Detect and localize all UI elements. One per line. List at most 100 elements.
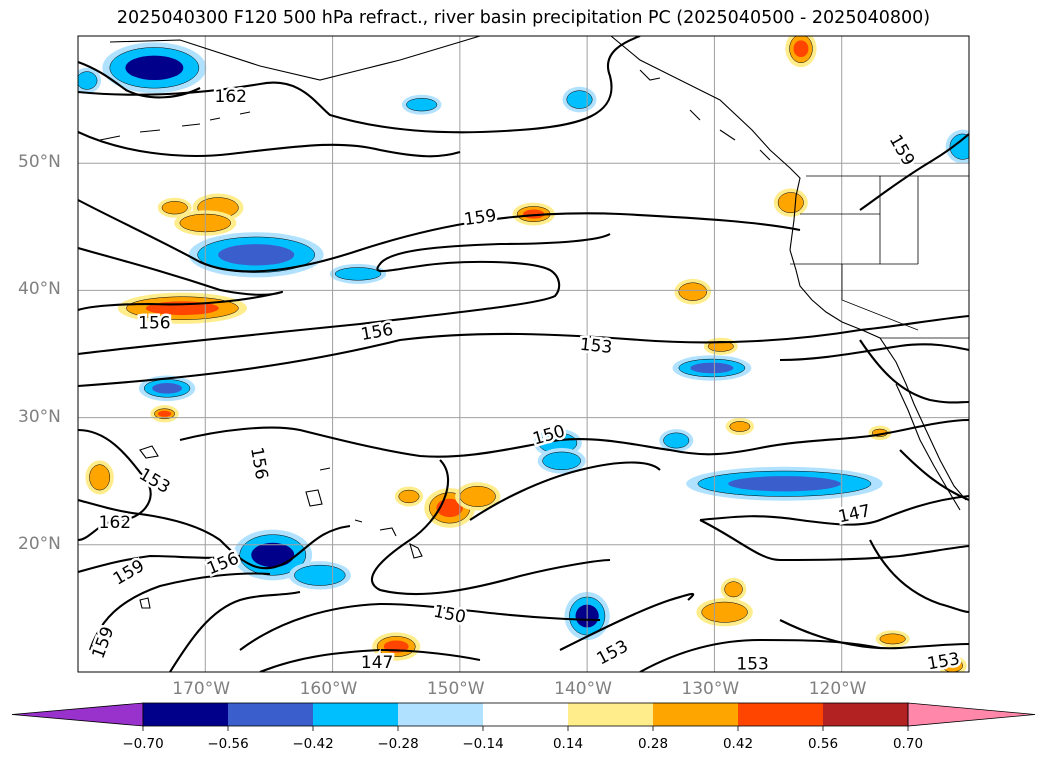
precip-anomaly-blob bbox=[78, 67, 102, 94]
north-pacific-islands bbox=[139, 445, 323, 609]
latitude-label: 50°N bbox=[18, 152, 61, 173]
colorbar-tick-label: 0.70 bbox=[892, 736, 924, 752]
contour-153-loop bbox=[469, 461, 661, 521]
contour-150-se bbox=[899, 449, 969, 501]
precip-anomaly-blob bbox=[674, 278, 712, 305]
precip-anomaly-blob bbox=[562, 86, 597, 113]
colorbar-segment bbox=[228, 703, 313, 726]
map-title: 2025040300 F120 500 hPa refract., river … bbox=[116, 8, 931, 28]
north-america-coastline bbox=[610, 36, 967, 501]
state-borders bbox=[790, 175, 969, 339]
colorbar-segment bbox=[398, 703, 483, 726]
alexander-archipelago bbox=[639, 69, 771, 161]
contour-153-east bbox=[779, 343, 969, 362]
aleutian-islands bbox=[99, 111, 251, 141]
precip-anomaly-blob bbox=[725, 417, 755, 436]
longitude-label: 160°W bbox=[299, 679, 358, 699]
colorbar-segment bbox=[653, 703, 738, 726]
precip-anomaly-blob bbox=[455, 482, 501, 511]
contour-label: 147 bbox=[361, 653, 393, 673]
baja-peninsula-coast bbox=[895, 383, 961, 511]
colorbar-tick-label: −0.42 bbox=[292, 736, 334, 752]
colorbar-frame bbox=[142, 702, 909, 727]
contour-153-southeast bbox=[639, 638, 881, 672]
precip-anomaly-blob bbox=[85, 460, 114, 495]
contour-label: 162 bbox=[99, 513, 131, 533]
contour-159-lower bbox=[78, 246, 284, 312]
precip-anomaly-blob bbox=[875, 630, 910, 648]
contour-156 bbox=[78, 233, 611, 356]
latitude-label: 40°N bbox=[18, 279, 61, 300]
colorbar-segment bbox=[143, 703, 228, 726]
precip-anomaly-blob bbox=[394, 486, 424, 507]
longitude-label: 120°W bbox=[808, 679, 867, 699]
colorbar-tick-label: −0.14 bbox=[462, 736, 504, 752]
longitude-label: 140°W bbox=[554, 679, 612, 699]
contour-153-right bbox=[779, 619, 969, 650]
colorbar-tick-label: 0.42 bbox=[722, 736, 754, 752]
contour-label: 156 bbox=[138, 313, 170, 333]
colorbar-tick-label: 0.56 bbox=[807, 736, 839, 752]
precip-anomaly-blob bbox=[157, 197, 192, 218]
precip-anomaly-blob bbox=[138, 375, 196, 402]
latitude-label: 20°N bbox=[18, 533, 61, 554]
colorbar-tick-label: −0.70 bbox=[122, 736, 164, 752]
precip-anomaly-blob bbox=[672, 355, 752, 381]
colorbar-segment bbox=[568, 703, 653, 726]
longitude-label: 170°W bbox=[172, 679, 231, 699]
contour-150-south bbox=[239, 602, 601, 651]
precip-anomaly-blob bbox=[686, 466, 883, 501]
contour-150-east bbox=[859, 339, 969, 404]
latitude-label: 30°N bbox=[18, 406, 61, 427]
colorbar-lower-extension bbox=[11, 702, 144, 727]
contour-label: 153 bbox=[736, 654, 768, 674]
contour-159-south bbox=[89, 572, 271, 651]
precip-anomaly-blob bbox=[938, 655, 967, 672]
colorbar-segment bbox=[483, 703, 568, 726]
colorbar-tick-label: −0.28 bbox=[377, 736, 419, 752]
precipitation-shading bbox=[78, 36, 969, 672]
contour-159-sw bbox=[78, 498, 351, 570]
contour-153-southmid bbox=[559, 592, 695, 651]
contour-156-east bbox=[859, 133, 969, 211]
contour-150-loop bbox=[370, 459, 611, 596]
contour-162-north bbox=[78, 36, 641, 134]
colorbar-upper-extension bbox=[907, 702, 1036, 727]
nevada-border bbox=[841, 264, 919, 331]
precip-anomaly-blob bbox=[512, 202, 555, 226]
coastlines bbox=[99, 36, 967, 609]
precip-anomaly-blob bbox=[785, 36, 817, 68]
colorbar-segment bbox=[313, 703, 398, 726]
colorbar-segment bbox=[738, 703, 823, 726]
alaska-peninsula-coast bbox=[109, 36, 481, 81]
contour-159-north bbox=[78, 131, 461, 158]
precip-anomaly-blob bbox=[102, 42, 207, 94]
colorbar-tick-label: 0.28 bbox=[637, 736, 669, 752]
contour-156-south bbox=[169, 590, 301, 672]
contour-162-sw bbox=[78, 554, 241, 574]
colorbar-tick-label: −0.56 bbox=[207, 736, 249, 752]
precip-anomaly-blob bbox=[329, 263, 387, 284]
map-background bbox=[78, 36, 969, 672]
precip-anomaly-blob bbox=[188, 232, 324, 278]
precip-anomaly-blob bbox=[401, 94, 442, 115]
precip-anomaly-blob bbox=[696, 598, 753, 627]
refractivity-contours bbox=[78, 36, 969, 672]
precip-anomaly-blob bbox=[659, 429, 694, 452]
contour-147-right bbox=[869, 539, 969, 614]
contour-162-northwest bbox=[78, 61, 201, 99]
contour-147-se bbox=[699, 519, 969, 562]
contour-150-mid bbox=[179, 418, 969, 458]
hawaiian-islands bbox=[319, 467, 423, 559]
contour-153 bbox=[78, 314, 969, 388]
contour-156-sw bbox=[78, 428, 152, 542]
longitude-label: 150°W bbox=[426, 679, 485, 699]
precip-anomaly-blob bbox=[720, 577, 747, 601]
colorbar-tick-label: 0.14 bbox=[552, 736, 584, 752]
contour-label: 153 bbox=[926, 649, 961, 674]
contour-label: 162 bbox=[215, 87, 247, 107]
longitude-label: 130°W bbox=[681, 679, 740, 699]
colorbar-segment bbox=[823, 703, 908, 726]
precip-anomaly-blob bbox=[537, 448, 586, 474]
